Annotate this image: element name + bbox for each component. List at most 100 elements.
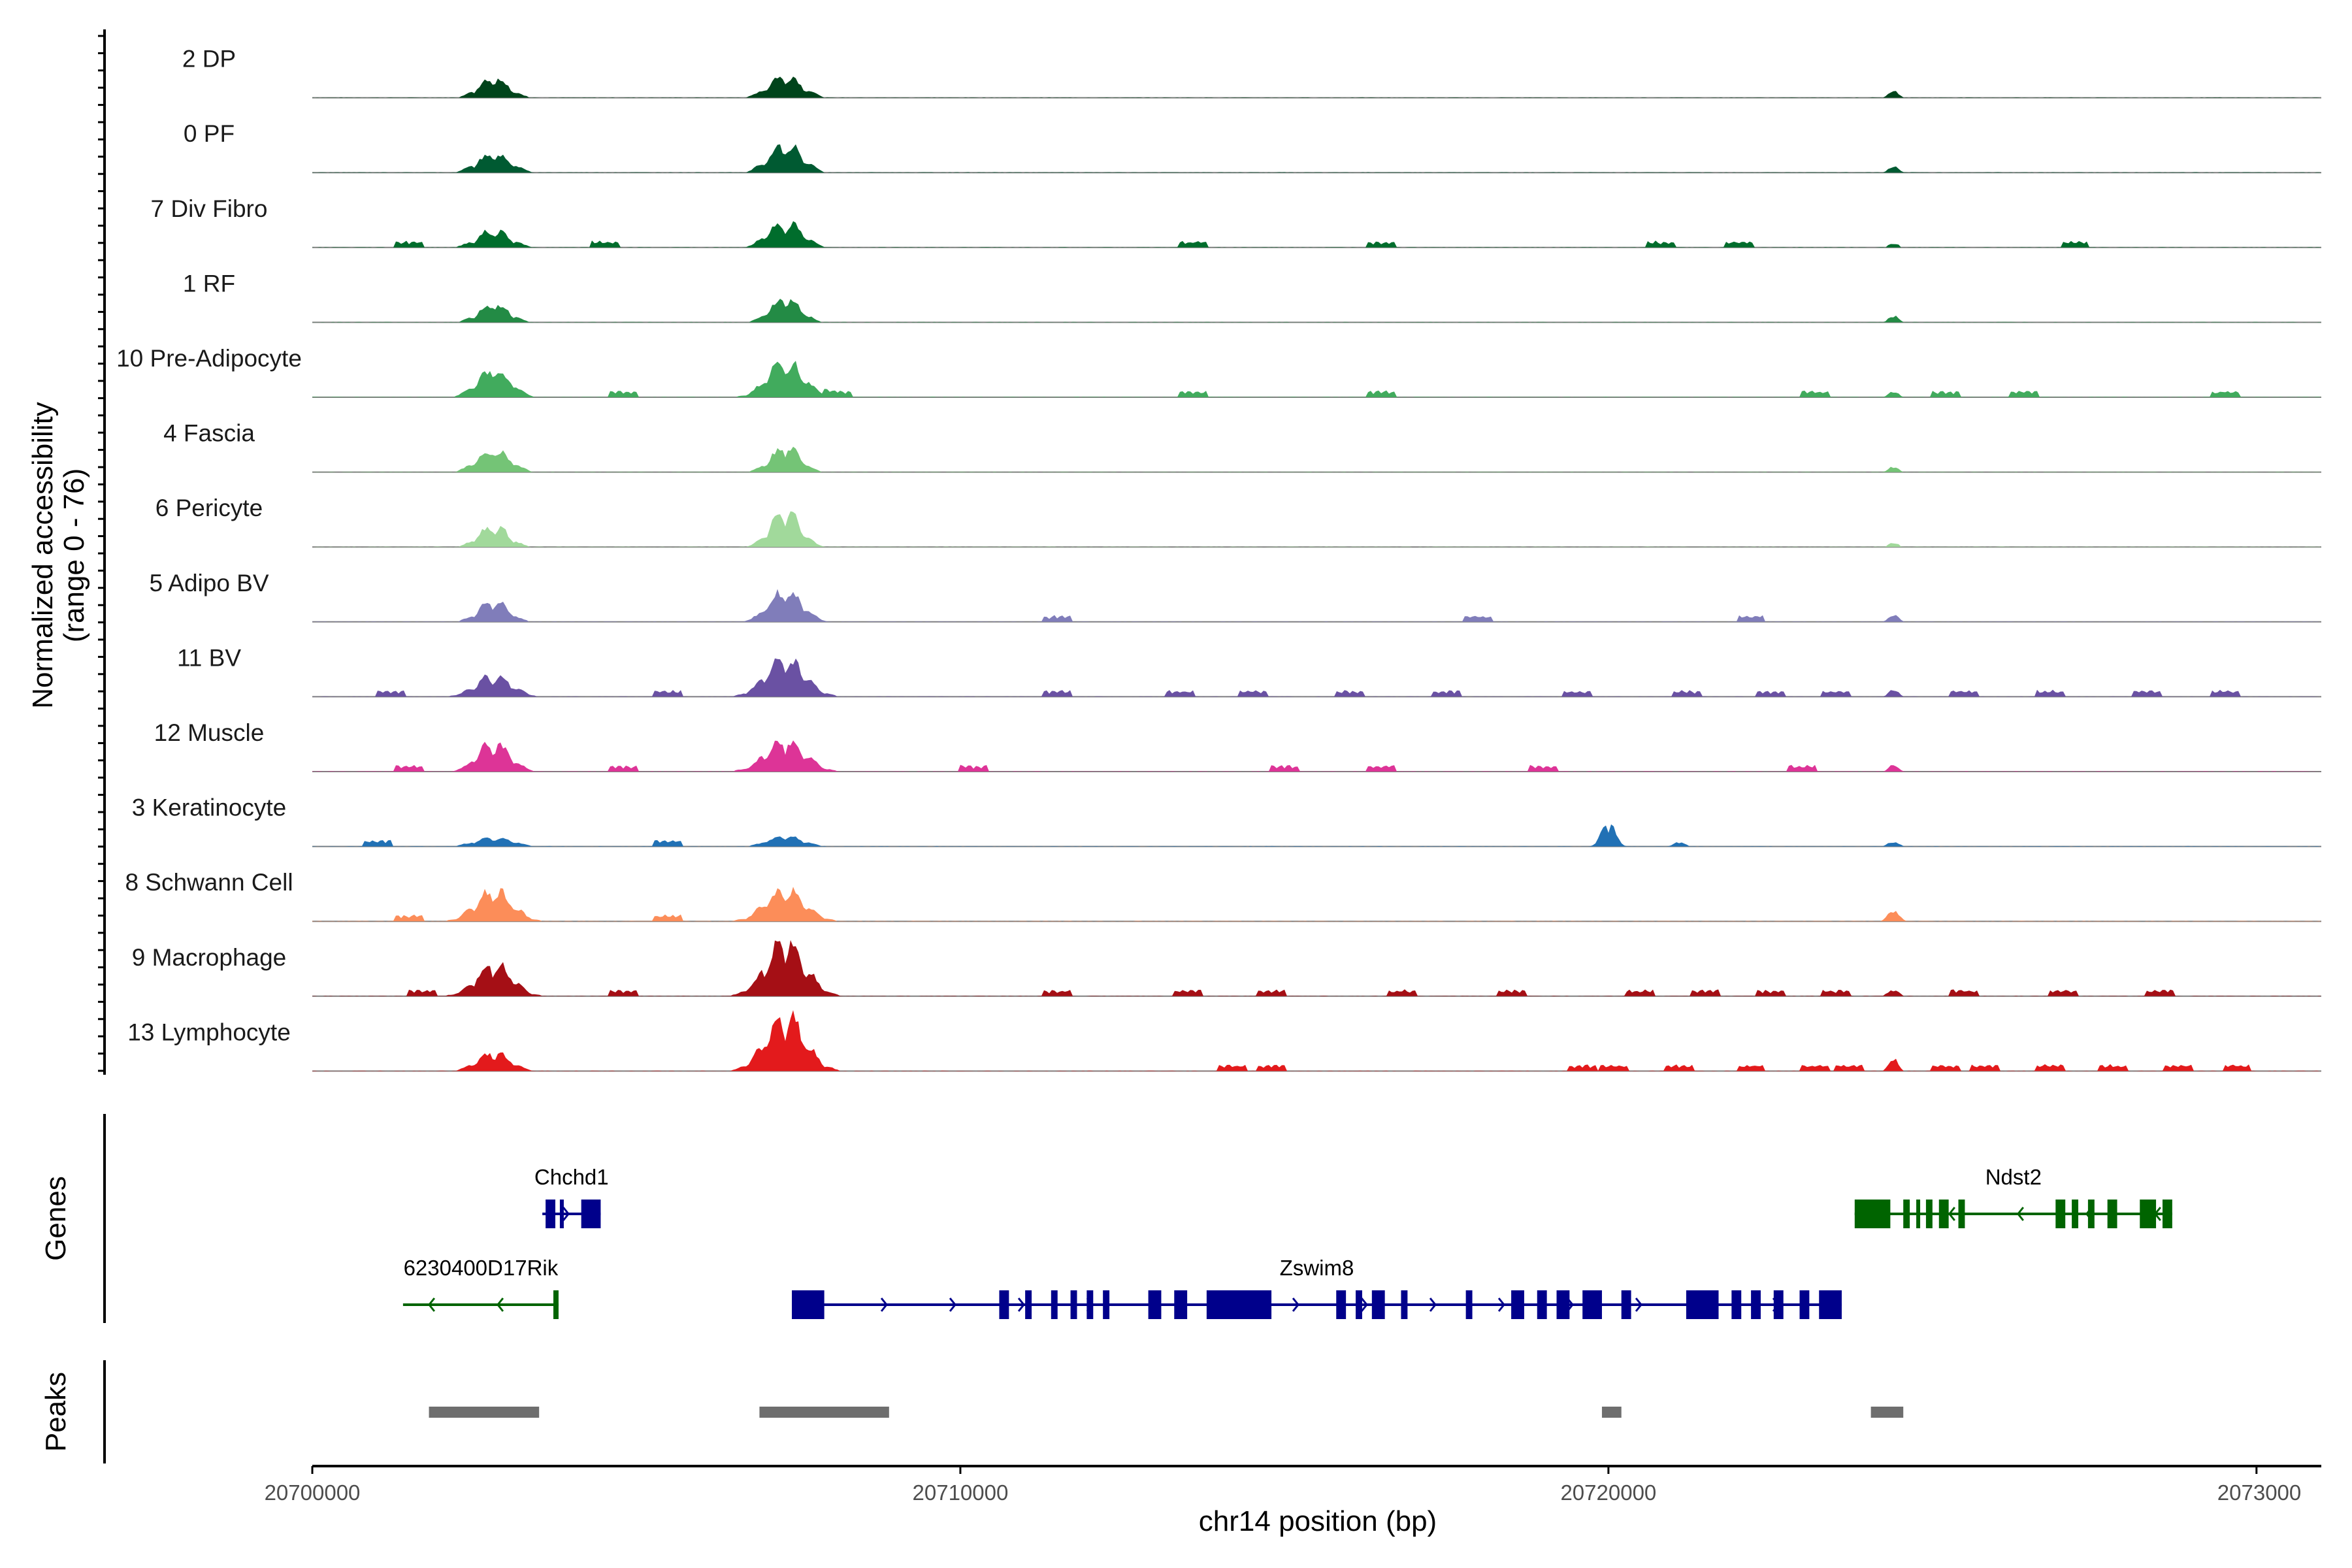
exon [1686,1290,1719,1319]
exon [559,1200,564,1228]
exon [546,1200,555,1228]
coverage-area [312,589,2321,622]
track-1: 0 PF [184,120,2321,174]
gene-2: 6230400D17Rik [402,1256,559,1319]
gene-label: 6230400D17Rik [404,1256,559,1280]
exon [1511,1290,1524,1319]
exon [1371,1290,1385,1319]
track-8: 11 BV [177,644,2321,698]
peaks-panel-label: Peaks [40,1372,72,1452]
track-label: 4 Fascia [163,420,255,447]
y-axis-title-line1: Normalized accessibility [27,402,59,708]
strand-arrow [2016,1207,2024,1221]
gene-label: Zswim8 [1280,1256,1354,1280]
genes-panel: Genes Chchd1 Ndst2 6230400D17Rik Zswim8 [40,1114,2172,1323]
gene-models: Chchd1 Ndst2 6230400D17Rik Zswim8 [402,1165,2172,1319]
exon [553,1290,559,1319]
strand-arrow [880,1298,888,1312]
track-label: 11 BV [177,644,241,671]
exon [1086,1290,1094,1319]
exon [1903,1200,1910,1228]
exon [1465,1290,1473,1319]
exon [1206,1290,1272,1319]
exon [1070,1290,1077,1319]
x-axis-ticks: 20700000 20710000 20720000 2073000 [265,1466,2301,1505]
strand-arrow [949,1298,956,1312]
coverage-area [312,221,2321,248]
x-tick-label: 20700000 [265,1480,361,1505]
strand-arrow [496,1298,504,1312]
gene-3: Zswim8 [792,1256,1842,1319]
x-tick-label: 2073000 [2217,1480,2301,1505]
coverage-area [312,511,2321,547]
peak-region-3 [1870,1407,1904,1418]
peak-region-1 [759,1407,889,1418]
coverage-area [312,658,2321,697]
track-label: 5 Adipo BV [149,570,269,596]
track-label: 6 Pericyte [155,495,263,521]
y-axis-ticks [98,35,105,1072]
track-11: 8 Schwann Cell [125,869,2321,923]
exon [1051,1290,1058,1319]
exon [1621,1290,1631,1319]
track-12: 9 Macrophage [132,939,2321,997]
track-9: 12 Muscle [154,719,2321,772]
x-tick-label: 20720000 [1560,1480,1656,1505]
exon [2055,1200,2066,1228]
strand-arrow [1497,1298,1505,1312]
exon [1773,1290,1784,1319]
exon [792,1290,825,1319]
strand-arrow [562,1207,570,1221]
coverage-area [312,1010,2321,1071]
track-7: 5 Adipo BV [149,570,2321,623]
coverage-area [312,299,2321,323]
track-label: 7 Div Fibro [151,195,268,222]
coverage-area [312,939,2321,996]
exon [2087,1200,2095,1228]
exon [2162,1200,2172,1228]
exon [1925,1200,1933,1228]
exon [1401,1290,1408,1319]
exon [1025,1290,1032,1319]
track-label: 8 Schwann Cell [125,869,293,896]
exon [1336,1290,1347,1319]
exon [1556,1290,1570,1319]
exon [581,1200,601,1228]
coverage-area [312,446,2321,472]
peaks-panel: Peaks [40,1360,1904,1463]
coverage-area [312,76,2321,98]
exon [1819,1290,1842,1319]
track-10: 3 Keratinocyte [132,794,2321,847]
coverage-area [312,740,2321,772]
track-5: 4 Fascia [163,420,2321,473]
gene-label: Chchd1 [534,1165,609,1189]
gene-0: Chchd1 [534,1165,609,1228]
gene-1: Ndst2 [1854,1165,2172,1228]
track-label: 2 DP [182,46,236,73]
track-3: 1 RF [183,270,2321,323]
strand-arrow [1948,1207,1955,1221]
exon [1174,1290,1188,1319]
exon [1916,1200,1921,1228]
coverage-tracks: 2 DP 0 PF 7 Div Fibro 1 RF 10 Pre-Adipocyte 4… [116,46,2321,1072]
exon [2072,1200,2079,1228]
gene-label: Ndst2 [1985,1165,2042,1189]
track-label: 13 Lymphocyte [127,1019,291,1045]
exon [1731,1290,1742,1319]
strand-arrow [1017,1298,1025,1312]
exon [1537,1290,1547,1319]
x-axis-title: chr14 position (bp) [1199,1505,1437,1537]
strand-arrow [1292,1298,1299,1312]
y-axis: Normalized accessibility (range 0 - 76) [27,29,106,1075]
strand-arrow [1360,1298,1368,1312]
exon [1356,1290,1362,1319]
strand-arrow [1635,1298,1642,1312]
track-6: 6 Pericyte [155,495,2321,548]
exon [1938,1200,1949,1228]
track-2: 7 Div Fibro [151,195,2321,248]
peak-regions [429,1407,1904,1418]
coverage-area [312,144,2321,173]
track-label: 10 Pre-Adipocyte [116,345,302,372]
exon [1103,1290,1110,1319]
track-0: 2 DP [182,46,2321,99]
